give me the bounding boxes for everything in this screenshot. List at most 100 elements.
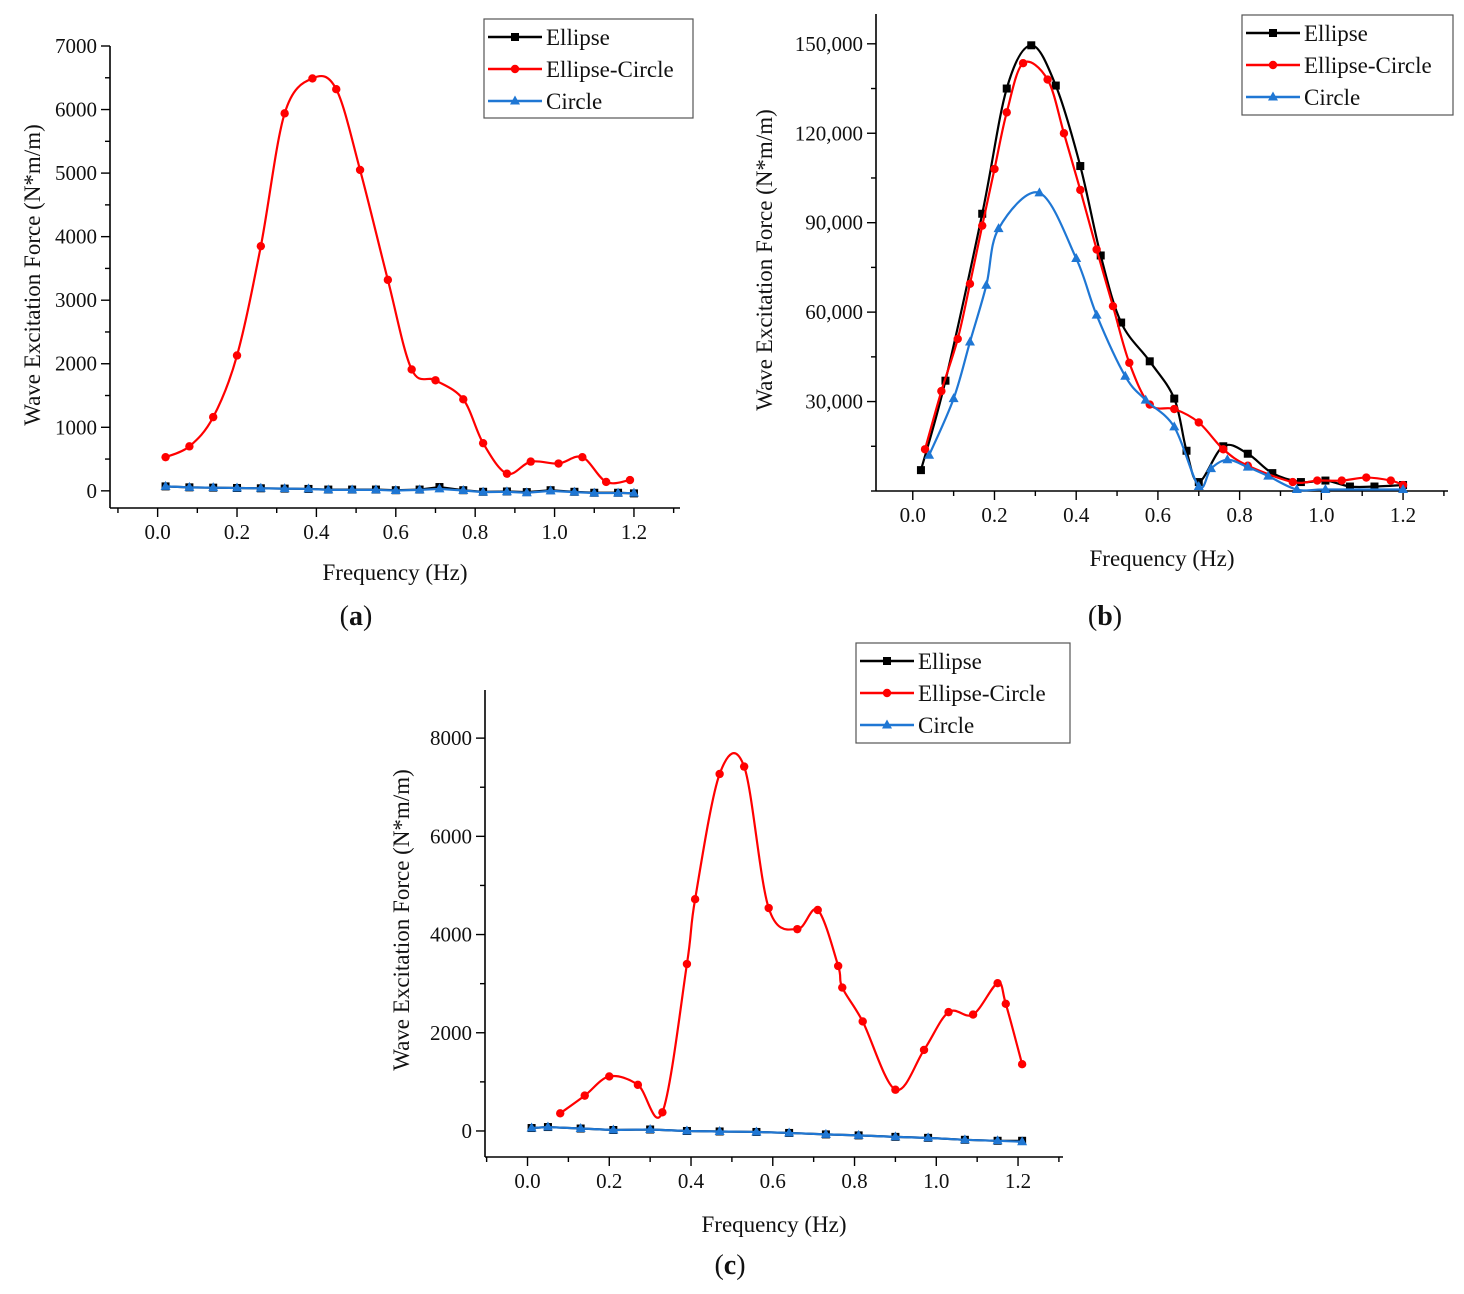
data-point — [1170, 404, 1179, 414]
legend-item: Ellipse — [1246, 21, 1368, 46]
data-point — [521, 487, 532, 497]
legend: Ellipse Ellipse-Circle Circle — [855, 642, 1071, 744]
data-point — [459, 395, 468, 404]
series-circle — [160, 480, 639, 497]
legend-item: Ellipse — [488, 25, 610, 50]
series-circle — [924, 187, 1409, 494]
x-tick-label: 0.6 — [760, 1169, 786, 1193]
data-point — [891, 1085, 900, 1094]
caption-paren: ) — [363, 601, 372, 632]
x-tick-label: 0.0 — [900, 503, 926, 527]
data-point — [185, 442, 194, 451]
data-point — [853, 1129, 864, 1139]
panel-caption: (b) — [1088, 601, 1122, 632]
x-tick-label: 1.2 — [1390, 503, 1416, 527]
x-tick-label: 0.4 — [1063, 503, 1090, 527]
x-tick-label: 0.6 — [1145, 503, 1171, 527]
y-tick-label: 150,000 — [795, 32, 863, 56]
series-ellipse-circle — [920, 58, 1408, 490]
data-point — [1337, 476, 1346, 485]
data-point — [1243, 449, 1252, 458]
legend-item: Circle — [860, 713, 974, 738]
legend-marker — [882, 688, 892, 698]
data-point — [1043, 75, 1052, 84]
y-tick-label: 6000 — [55, 98, 97, 122]
data-point — [280, 109, 289, 118]
data-point — [1345, 482, 1354, 491]
x-tick-label: 0.4 — [303, 520, 330, 544]
x-tick-label: 1.2 — [1005, 1169, 1031, 1193]
data-point — [347, 484, 358, 494]
y-tick-label: 2000 — [55, 352, 97, 376]
legend-marker — [1268, 91, 1278, 101]
legend-label: Ellipse-Circle — [918, 681, 1046, 706]
data-point — [542, 1121, 553, 1131]
data-point — [478, 438, 488, 448]
data-point — [556, 1109, 565, 1118]
data-point — [793, 924, 802, 934]
data-point — [633, 1080, 643, 1090]
x-tick-label: 0.8 — [462, 520, 488, 544]
data-point — [232, 351, 242, 360]
data-point — [968, 1010, 978, 1019]
x-tick-label: 1.0 — [541, 520, 567, 544]
y-tick-label: 90,000 — [805, 211, 863, 235]
y-tick-label: 8000 — [430, 726, 472, 750]
caption-paren: ) — [736, 1250, 745, 1281]
data-point — [1018, 58, 1028, 68]
data-point — [1194, 418, 1203, 427]
data-point — [645, 1124, 656, 1134]
data-point — [1370, 482, 1379, 491]
y-tick-label: 120,000 — [795, 121, 863, 145]
caption-letter: b — [1097, 601, 1113, 632]
data-point — [1120, 370, 1131, 380]
data-point — [1092, 245, 1101, 254]
legend-box — [1241, 14, 1454, 116]
data-point — [1076, 185, 1085, 195]
data-point — [1108, 301, 1118, 311]
x-axis-title: Frequency (Hz) — [1090, 546, 1235, 571]
legend-marker — [511, 33, 519, 41]
legend-label: Circle — [918, 713, 974, 738]
data-point — [1313, 476, 1322, 485]
data-point — [1071, 252, 1082, 262]
data-point — [858, 1017, 867, 1026]
data-point — [1076, 162, 1085, 171]
chart-b: 0.0 0.2 0.4 0.6 0.8 1.0 1.2 30,000 60,000 90,000 1… — [752, 14, 1454, 632]
data-point — [937, 386, 946, 396]
legend: Ellipse Ellipse-Circle Circle — [483, 18, 694, 119]
y-tick-label: 6000 — [430, 824, 472, 848]
data-point — [1222, 454, 1233, 464]
data-point — [613, 487, 624, 497]
data-point — [992, 1135, 1003, 1145]
data-point — [813, 905, 822, 915]
data-point — [370, 484, 381, 494]
legend-label: Circle — [1304, 85, 1360, 110]
data-point — [1096, 251, 1105, 260]
data-point — [323, 484, 334, 494]
data-point — [355, 165, 365, 175]
y-axis-title: Wave Excitation Force (N*m/m) — [389, 769, 414, 1071]
series-line — [165, 74, 631, 485]
data-point — [279, 483, 290, 493]
data-point — [628, 487, 639, 497]
data-point — [589, 487, 600, 497]
chart-c: 0.0 0.2 0.4 0.6 0.8 1.0 1.2 0 2000 4000 6000 8000 Fr… — [389, 642, 1071, 1281]
y-axis-title: Wave Excitation Force (N*m/m) — [20, 124, 45, 426]
y-tick-label: 4000 — [430, 923, 472, 947]
data-point — [1001, 999, 1010, 1008]
data-point — [601, 477, 611, 487]
data-point — [1320, 484, 1331, 494]
data-point — [545, 485, 556, 495]
y-tick-label: 3000 — [55, 288, 97, 312]
x-tick-label: 0.2 — [224, 520, 250, 544]
data-point — [1091, 309, 1102, 319]
legend-marker — [1269, 29, 1277, 37]
data-point — [1002, 84, 1011, 93]
x-tick-label: 1.0 — [923, 1169, 949, 1193]
data-point — [1140, 394, 1151, 404]
series-circle — [526, 1121, 1028, 1146]
data-point — [1027, 41, 1036, 50]
data-point — [964, 336, 975, 346]
legend-item: Ellipse-Circle — [1246, 53, 1432, 78]
